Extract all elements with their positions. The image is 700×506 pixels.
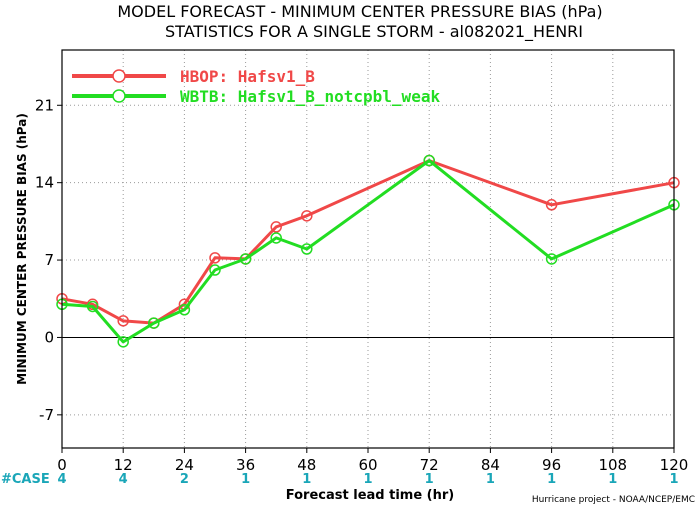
x-tick-label: 60 — [358, 456, 377, 474]
chart-title: MODEL FORECAST - MINIMUM CENTER PRESSURE… — [117, 2, 602, 21]
x-tick-label: 108 — [598, 456, 627, 474]
x-tick-label: 96 — [542, 456, 561, 474]
data-point — [545, 199, 558, 211]
legend-entry: WBTB: Hafsv1_B_notcpbl_weak — [180, 87, 440, 106]
chart-subtitle: STATISTICS FOR A SINGLE STORM - al082021… — [165, 22, 583, 42]
x-tick-label: 84 — [481, 456, 500, 474]
data-point — [545, 253, 558, 265]
y-tick-label: 14 — [35, 174, 54, 192]
x-tick-label: 0 — [57, 456, 67, 474]
case-count: 2 — [180, 472, 189, 487]
y-tick-label: 7 — [44, 251, 54, 269]
series-2 — [56, 154, 680, 348]
data-point — [178, 304, 191, 316]
case-count: 1 — [669, 472, 678, 487]
credit-text: Hurricane project - NOAA/NCEP/EMC — [532, 495, 695, 505]
data-point — [209, 264, 221, 276]
legend-entry: HBOP: Hafsv1_B — [180, 67, 315, 86]
y-axis: -7 0 7 14 21 — [35, 96, 62, 424]
x-tick-label: 120 — [660, 456, 689, 474]
data-point — [301, 243, 313, 255]
data-point — [270, 221, 282, 233]
series-layer — [56, 154, 680, 348]
case-count: 1 — [302, 472, 311, 487]
data-point — [86, 300, 99, 313]
data-point — [239, 253, 252, 265]
case-count: 4 — [119, 472, 128, 487]
series-line — [61, 159, 675, 325]
x-tick-label: 12 — [114, 456, 133, 474]
series-line — [61, 159, 675, 344]
data-point — [148, 317, 160, 329]
case-count: 1 — [547, 472, 556, 487]
legend-marker — [112, 89, 126, 103]
y-tick-label: 0 — [44, 328, 54, 346]
data-point — [301, 210, 313, 222]
data-point — [117, 315, 129, 327]
x-tick-label: 48 — [297, 456, 316, 474]
case-count: 1 — [608, 472, 617, 487]
data-point — [209, 252, 221, 264]
case-count: 4 — [57, 472, 66, 487]
x-axis-label: Forecast lead time (hr) — [286, 488, 454, 503]
data-point — [117, 336, 129, 348]
case-count: 1 — [425, 472, 434, 487]
case-count: 1 — [363, 472, 372, 487]
grid — [62, 50, 674, 448]
x-tick-label: 72 — [420, 456, 439, 474]
y-axis-label: MINIMUM CENTER PRESSURE BIAS (hPa) — [15, 113, 29, 385]
case-count: 1 — [241, 472, 250, 487]
y-tick-label: -7 — [39, 406, 54, 424]
case-counts: 4 4 2 1 1 1 1 1 1 1 1 — [57, 472, 678, 487]
y-tick-label: 21 — [35, 96, 54, 114]
case-label: #CASE — [1, 472, 50, 487]
x-axis: 0 12 24 36 48 60 72 84 96 108 120 — [57, 448, 688, 474]
case-count: 1 — [486, 472, 495, 487]
legend-marker — [112, 69, 126, 83]
data-point — [270, 232, 282, 244]
x-tick-label: 24 — [175, 456, 194, 474]
x-tick-label: 36 — [236, 456, 255, 474]
data-point — [423, 154, 435, 167]
plot-frame — [61, 49, 675, 449]
